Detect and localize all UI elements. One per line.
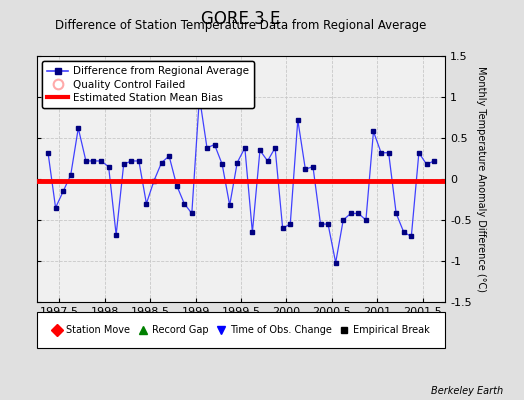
Text: Berkeley Earth: Berkeley Earth [431,386,503,396]
Y-axis label: Monthly Temperature Anomaly Difference (°C): Monthly Temperature Anomaly Difference (… [476,66,486,292]
Text: Difference of Station Temperature Data from Regional Average: Difference of Station Temperature Data f… [56,19,427,32]
Text: GORE 3 E: GORE 3 E [201,10,281,28]
Legend: Station Move, Record Gap, Time of Obs. Change, Empirical Break: Station Move, Record Gap, Time of Obs. C… [50,322,432,338]
Legend: Difference from Regional Average, Quality Control Failed, Estimated Station Mean: Difference from Regional Average, Qualit… [42,61,254,108]
